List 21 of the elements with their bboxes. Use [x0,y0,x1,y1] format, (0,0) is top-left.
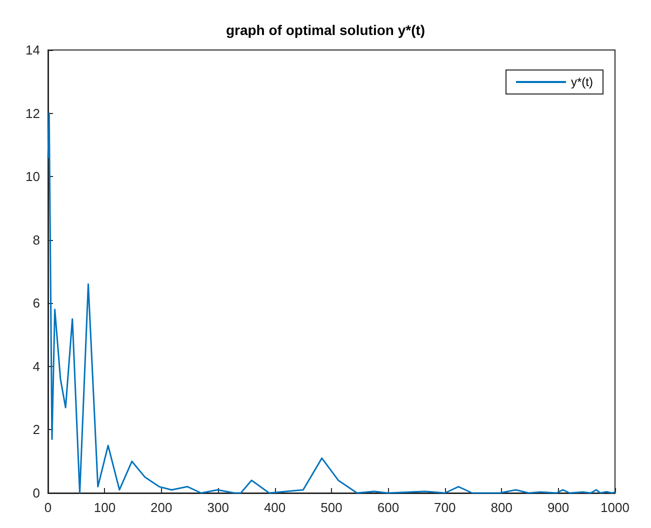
y-tick-label: 2 [32,422,40,438]
y-tick-label: 6 [32,296,40,311]
y-tick-label: 4 [32,358,40,374]
x-tick-label: 900 [547,500,570,515]
y-tick-label: 12 [26,106,40,121]
x-tick-label: 700 [434,500,456,515]
x-tick-label: 400 [264,500,286,515]
x-tick-label: 600 [377,500,400,515]
x-tick-label: 0 [44,500,52,515]
x-tick-label: 200 [150,500,172,515]
y-tick-label: 0 [32,486,40,500]
y-tick-label: 8 [32,232,40,248]
legend-label: y*(t) [571,75,594,89]
x-tick-label: 1000 [600,500,630,515]
x-tick-label: 500 [320,500,342,515]
chart-title: graph of optimal solution y*(t) [226,22,426,38]
x-tick-label: 300 [207,500,229,515]
x-tick-label: 800 [490,500,512,515]
y-tick-label: 14 [26,42,40,58]
x-tick-label: 100 [94,500,116,515]
y-tick-label: 10 [26,169,40,184]
